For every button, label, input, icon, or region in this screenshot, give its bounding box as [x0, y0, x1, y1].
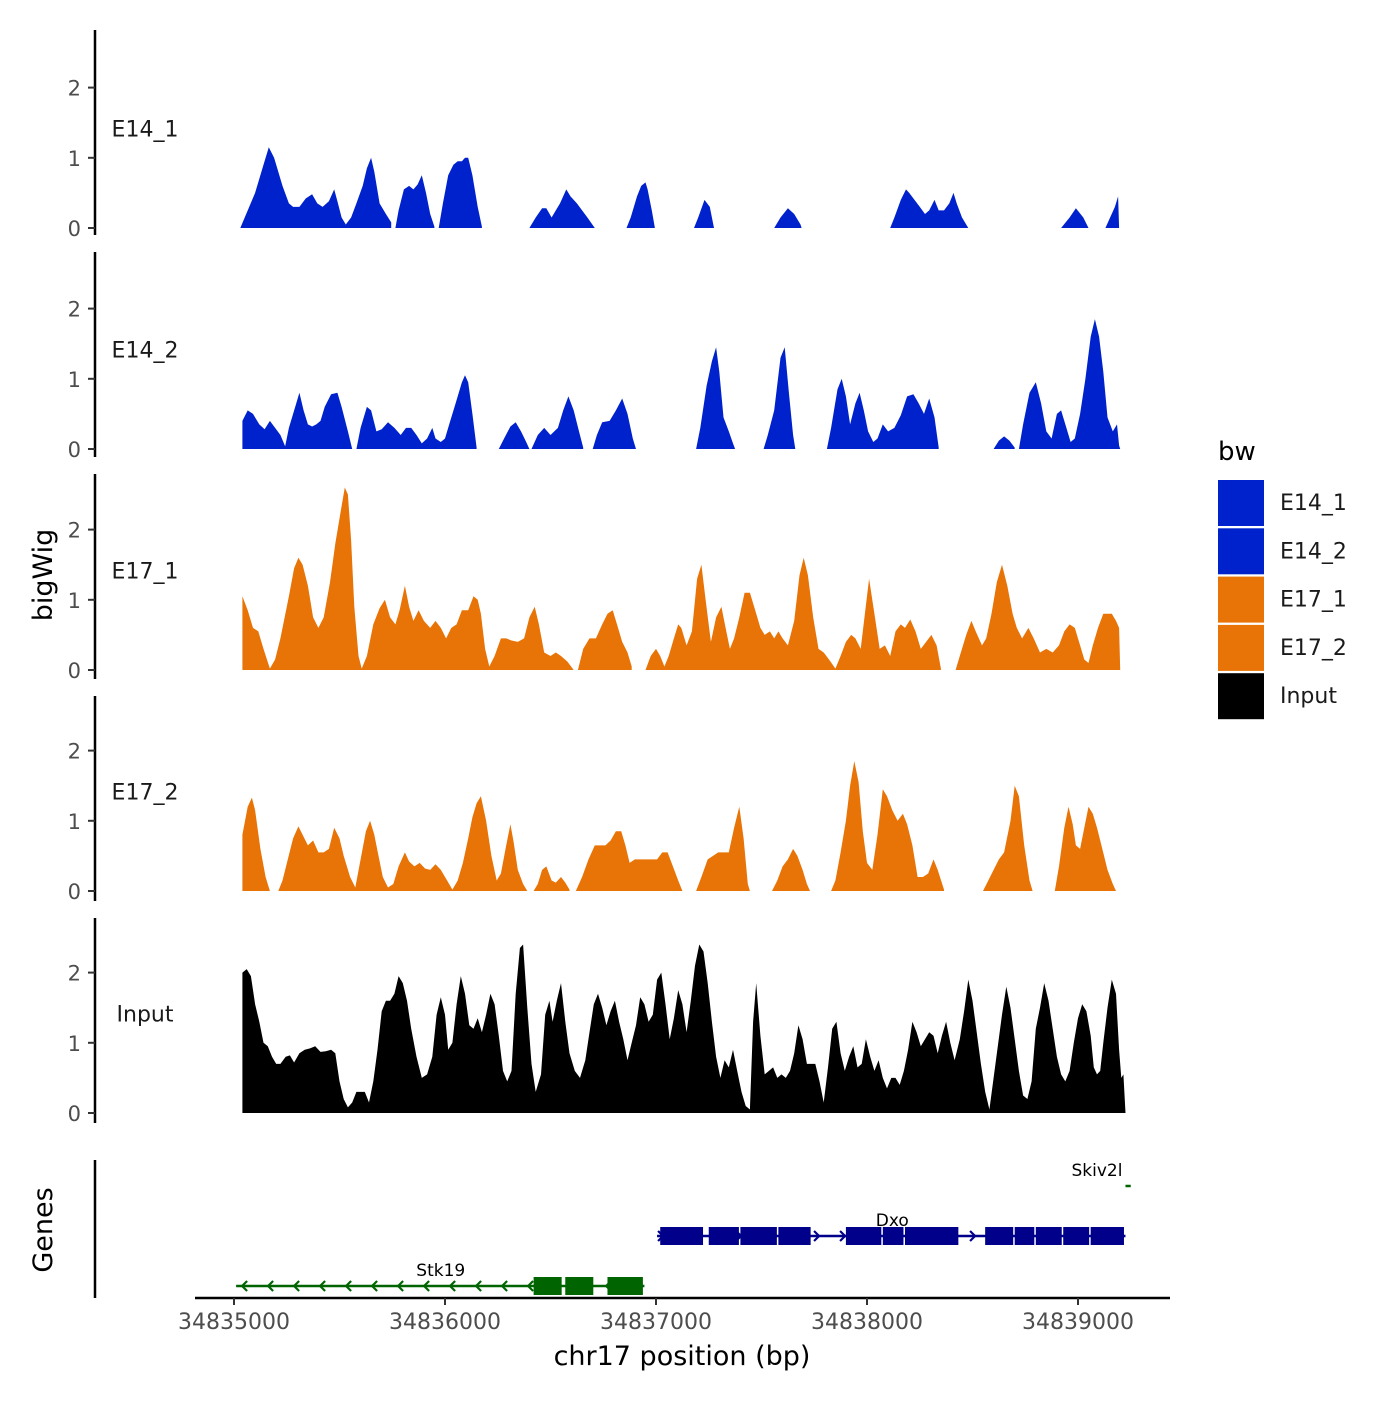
legend-item-E14_1: E14_1: [1218, 480, 1347, 526]
track-label: E17_1: [112, 560, 179, 585]
legend-label: E14_1: [1280, 491, 1347, 516]
track-label: Input: [117, 1003, 174, 1028]
gene-dxo: Dxo: [657, 1211, 1126, 1245]
legend-item-E17_2: E17_2: [1218, 624, 1347, 671]
strand-chevron: [526, 1280, 534, 1292]
gene-label: Dxo: [876, 1211, 909, 1231]
coverage-area-E17_1: [242, 487, 1121, 670]
strand-chevron: [839, 1230, 847, 1242]
strand-chevron: [318, 1280, 326, 1292]
y-tick-label: 2: [68, 519, 81, 543]
gene-exon: [565, 1277, 594, 1295]
y-tick-label: 1: [68, 147, 81, 171]
gene-exon: [740, 1227, 777, 1245]
strand-chevron: [396, 1280, 404, 1292]
y-tick-label: 1: [68, 810, 81, 834]
strand-chevron: [813, 1230, 821, 1242]
track-label: E14_2: [112, 339, 179, 364]
y-tick-label: 2: [68, 962, 81, 986]
track-E14_2: 0 1 2 E14_2: [68, 252, 1121, 462]
legend-item-E14_2: E14_2: [1218, 528, 1347, 575]
gene-exon: [708, 1227, 739, 1245]
y-tick-label: 2: [68, 740, 81, 764]
gene-exon: [660, 1227, 704, 1245]
track-E17_2: 0 1 2 E17_2: [68, 696, 1116, 904]
strand-chevron: [969, 1230, 977, 1242]
track-label: E17_2: [112, 781, 179, 806]
gene-exon: [1014, 1227, 1035, 1245]
gene-exon: [845, 1227, 882, 1245]
y-tick-label: 1: [68, 1032, 81, 1056]
strand-chevron: [240, 1280, 248, 1292]
gene-exon: [778, 1227, 811, 1245]
legend-swatch: [1218, 528, 1264, 575]
legend-swatch: [1218, 624, 1264, 671]
legend-swatch: [1218, 673, 1264, 720]
x-axis-label: chr17 position (bp): [554, 1341, 811, 1372]
x-tick-label: 34838000: [811, 1310, 923, 1335]
gene-exon: [904, 1227, 959, 1245]
coverage-area-E17_2: [242, 761, 1116, 891]
legend-label: Input: [1280, 684, 1337, 709]
coverage-area-E14_2: [242, 319, 1121, 449]
strand-chevron: [370, 1280, 378, 1292]
legend-title: bw: [1218, 437, 1256, 467]
track-label: E14_1: [112, 118, 179, 143]
legend-label: E17_2: [1280, 636, 1347, 661]
track-Input: 0 1 2 Input: [68, 918, 1126, 1126]
y-tick-label: 0: [68, 217, 81, 241]
x-tick-label: 34839000: [1022, 1310, 1134, 1335]
gene-exon: [1035, 1227, 1062, 1245]
strand-chevron: [266, 1280, 274, 1292]
x-tick-label: 34837000: [600, 1310, 712, 1335]
strand-chevron: [292, 1280, 300, 1292]
y-tick-label: 0: [68, 880, 81, 904]
y-tick-label: 1: [68, 589, 81, 613]
x-tick-label: 34836000: [389, 1310, 501, 1335]
legend-swatch: [1218, 576, 1264, 623]
gene-skiv2l: Skiv2l: [1072, 1161, 1131, 1188]
legend-swatch: [1218, 480, 1264, 526]
gene-exon: [985, 1227, 1014, 1245]
gene-exon: [1063, 1227, 1090, 1245]
strand-chevron: [344, 1280, 352, 1292]
legend-item-Input: Input: [1218, 673, 1337, 720]
genes-axis-label: Genes: [28, 1187, 59, 1272]
coverage-area-Input: [242, 944, 1126, 1113]
legend-item-E17_1: E17_1: [1218, 576, 1347, 623]
y-tick-label: 0: [68, 659, 81, 683]
y-tick-label: 0: [68, 1102, 81, 1126]
y-tick-label: 1: [68, 368, 81, 392]
y-tick-label: 0: [68, 438, 81, 462]
gene-label: Stk19: [416, 1261, 465, 1281]
x-tick-label: 34835000: [178, 1310, 290, 1335]
gene-exon: [533, 1277, 562, 1295]
y-axis-label: bigWig: [28, 529, 59, 622]
gene-exon: [1090, 1227, 1124, 1245]
track-E17_1: 0 1 2 E17_1: [68, 474, 1121, 683]
legend: bw E14_1 E14_2 E17_1 E17_2 Input: [1218, 437, 1347, 720]
gene-exon: [882, 1227, 904, 1245]
strand-chevron: [422, 1280, 430, 1292]
gene-exon: [607, 1277, 643, 1295]
y-tick-label: 2: [68, 77, 81, 101]
strand-chevron: [474, 1280, 482, 1292]
gene-label: Skiv2l: [1072, 1161, 1123, 1181]
legend-label: E14_2: [1280, 539, 1347, 564]
gene-stk19: Stk19: [236, 1261, 645, 1295]
track-E14_1: 0 1 2 E14_1: [68, 30, 1120, 241]
strand-chevron: [448, 1280, 456, 1292]
strand-chevron: [500, 1280, 508, 1292]
y-tick-label: 2: [68, 298, 81, 322]
coverage-area-E14_1: [240, 147, 1120, 228]
legend-label: E17_1: [1280, 588, 1347, 613]
